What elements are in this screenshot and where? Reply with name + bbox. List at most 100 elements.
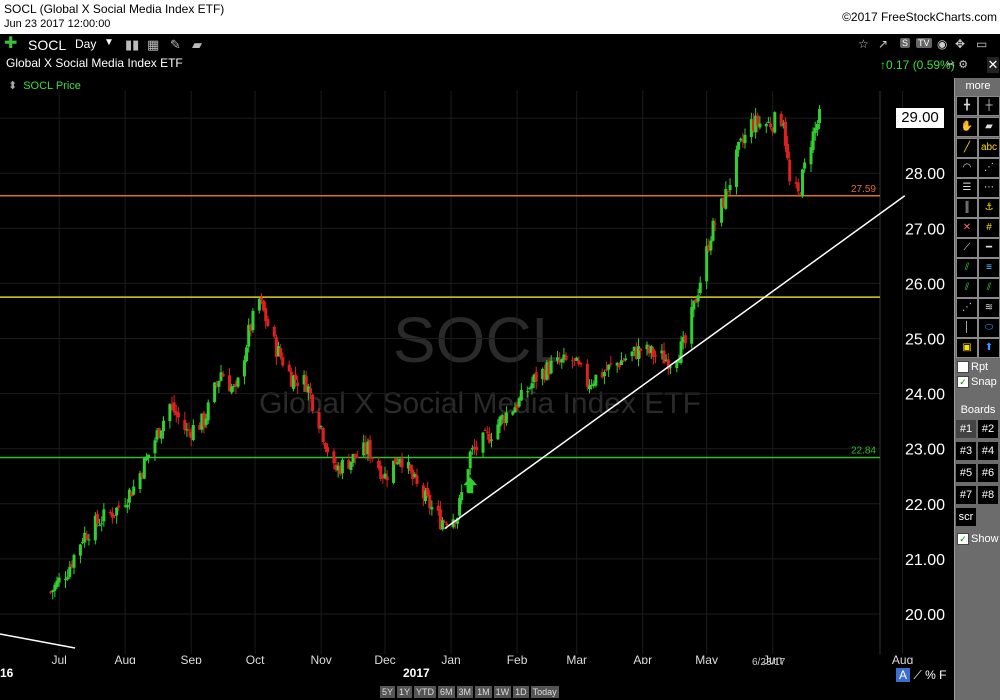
range-1w[interactable]: 1W	[493, 686, 512, 698]
crosshair-alt-tool-icon[interactable]: ┼	[978, 96, 1000, 116]
candle-body	[752, 119, 755, 131]
tv-tag[interactable]: TV	[916, 38, 932, 48]
hline-tool-icon[interactable]: ━	[978, 238, 1000, 258]
board-7[interactable]: #7	[956, 486, 976, 504]
star-icon[interactable]: ☆	[858, 37, 869, 51]
share-icon[interactable]: ↗	[878, 37, 889, 51]
show-box[interactable]: ✓	[957, 533, 969, 546]
board-2[interactable]: #2	[978, 420, 998, 438]
more-link[interactable]: more	[965, 80, 991, 92]
candle-body	[304, 376, 308, 392]
rpt-box[interactable]	[957, 361, 969, 374]
candle-body	[720, 198, 724, 223]
close-icon[interactable]: ✕	[987, 57, 999, 73]
y-tick-label: 22.00	[905, 497, 945, 514]
candle-body	[632, 346, 636, 352]
bar-style-icon[interactable]: ▮▮	[125, 37, 140, 52]
rectangle-tool-icon[interactable]: ▣	[956, 338, 978, 358]
calculator-icon[interactable]: ▦	[147, 37, 160, 52]
snap-checkbox[interactable]: ✓ Snap	[957, 376, 997, 389]
series-label[interactable]: ⬍ SOCL Price	[8, 79, 81, 92]
candle-body	[438, 509, 442, 530]
candle-body	[326, 447, 329, 453]
range-1d[interactable]: 1D	[513, 686, 529, 698]
up-arrow-tool-icon[interactable]: ⬆	[978, 338, 1000, 358]
range-6m[interactable]: 6M	[438, 686, 455, 698]
candle-body	[117, 505, 121, 508]
ellipse-tool-icon[interactable]: ⬭	[978, 318, 1000, 338]
fan-tool-icon[interactable]: ⋰	[978, 158, 1000, 178]
candle-body	[411, 469, 415, 479]
candle-body	[445, 523, 449, 526]
speed-lines-tool-icon[interactable]: ⟋	[956, 238, 978, 258]
cross-lines-tool-icon[interactable]: ✕	[956, 218, 978, 238]
draw-pencil-icon[interactable]: ✎	[170, 37, 181, 52]
palette-icon[interactable]: ✂ ⚙	[946, 59, 969, 71]
pitchfork-tool-icon[interactable]: ⫽	[956, 278, 978, 298]
regression-tool-icon[interactable]: ≋	[978, 298, 1000, 318]
range-1y[interactable]: 1Y	[397, 686, 413, 698]
level-label: 27.59	[851, 184, 876, 195]
vertical-lines-tool-icon[interactable]: ║	[956, 198, 978, 218]
vline-tool-icon[interactable]: │	[956, 318, 978, 338]
channel-tool-icon[interactable]: ⫽	[956, 258, 978, 278]
candle-body	[564, 355, 568, 360]
range-ytd[interactable]: YTD	[414, 686, 437, 698]
s-tag[interactable]: S	[900, 38, 911, 48]
snap-label: Snap	[971, 376, 997, 388]
rpt-checkbox[interactable]: Rpt	[957, 361, 988, 374]
text-tool-icon[interactable]: abc	[978, 138, 1000, 158]
candle-body	[690, 306, 694, 344]
period-select[interactable]: Day	[75, 37, 97, 51]
multi-hline-tool-icon[interactable]: ≡	[978, 258, 1000, 278]
grid-tool-icon[interactable]: #	[978, 218, 1000, 238]
range-3m[interactable]: 3M	[456, 686, 474, 698]
gann-fan-tool-icon[interactable]: ⋰	[956, 298, 978, 318]
hand-tool-icon[interactable]: ✋	[956, 117, 978, 137]
move-icon[interactable]: ✥	[955, 37, 966, 51]
arc-tool-icon[interactable]: ◠	[956, 158, 978, 178]
snap-box[interactable]: ✓	[957, 376, 969, 389]
line-tool-icon[interactable]: ╱	[956, 138, 978, 158]
candle-body	[308, 388, 312, 394]
board-4[interactable]: #4	[978, 442, 998, 460]
candle-body	[560, 359, 564, 363]
add-symbol-icon[interactable]: ✚	[4, 35, 18, 52]
drag-handle-icon[interactable]: ⬍	[8, 80, 18, 92]
candle-body	[334, 464, 338, 471]
board-1[interactable]: #1	[956, 420, 976, 438]
auto-scale-button[interactable]: A	[896, 668, 911, 682]
folder-icon[interactable]: ▰	[192, 37, 202, 52]
crosshair-tool-icon[interactable]: ╋	[956, 96, 978, 116]
price-change-value: 0.17 (0.59%)	[886, 58, 955, 72]
eraser-tool-icon[interactable]: ▰	[978, 117, 1000, 137]
range-1m[interactable]: 1M	[475, 686, 492, 698]
log-scale-button[interactable]: ⟋	[913, 668, 922, 682]
board-8[interactable]: #8	[978, 486, 998, 504]
up-arrow-annotation-icon	[463, 477, 478, 494]
fit-button[interactable]: F	[939, 668, 947, 682]
price-chart[interactable]: SOCL Global X Social Media Index ETF Jul Au…	[0, 56, 954, 664]
fib-fan-tool-icon[interactable]: ⋯	[978, 178, 1000, 198]
board-5[interactable]: #5	[956, 464, 976, 482]
board-3[interactable]: #3	[956, 442, 976, 460]
eye-icon[interactable]: ◉	[937, 37, 948, 51]
window-icon[interactable]: ▭	[976, 37, 988, 51]
candle-body	[377, 460, 381, 469]
board-6[interactable]: #6	[978, 464, 998, 482]
candle-body	[200, 413, 204, 430]
range-today[interactable]: Today	[530, 686, 559, 698]
symbol-input[interactable]: SOCL	[28, 37, 67, 53]
scr-button[interactable]: scr	[956, 508, 976, 526]
candle-body	[228, 375, 232, 392]
candle-body	[698, 282, 702, 294]
range-5y[interactable]: 5Y	[380, 686, 396, 698]
anchor-tool-icon[interactable]: ⚓	[978, 198, 1000, 218]
percent-button[interactable]: %	[925, 668, 936, 682]
parallel-tool-icon[interactable]: ⫽	[978, 278, 1000, 298]
candle-body	[683, 335, 687, 344]
fib-retrace-tool-icon[interactable]: ☰	[956, 178, 978, 198]
chevron-down-icon[interactable]: ▼	[104, 37, 114, 48]
show-checkbox[interactable]: ✓ Show	[957, 533, 999, 546]
candle-body	[249, 324, 253, 331]
